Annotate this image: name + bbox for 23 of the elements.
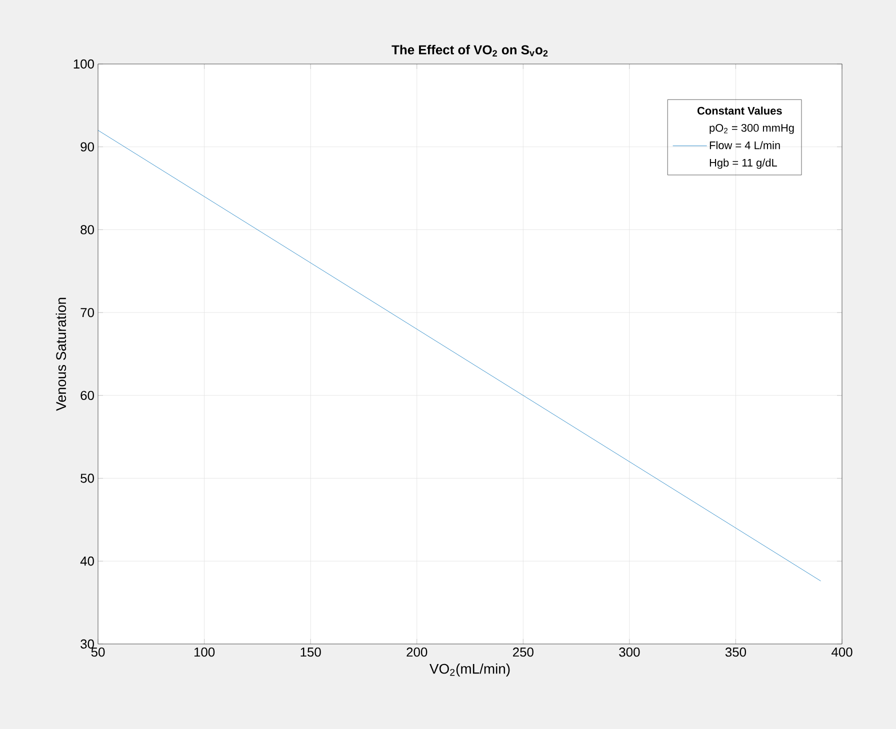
x-axis-title: VO$_{2}$(mL/min) xyxy=(430,664,510,677)
y-tick-label: 70 xyxy=(80,308,94,318)
y-tick-label: 80 xyxy=(80,225,94,234)
x-tick-label: 50 xyxy=(91,648,105,657)
annotation: Hgb = 11 g/dL xyxy=(710,158,777,169)
x-tick-label: 150 xyxy=(300,648,321,657)
y-tick-label: 30 xyxy=(80,639,94,649)
x-tick-label: 100 xyxy=(194,648,215,657)
y-tick-label: 100 xyxy=(74,59,94,69)
x-tick-label: 300 xyxy=(619,648,640,657)
y-tick-label: 60 xyxy=(80,390,94,400)
y-axis-title: Venous Saturation xyxy=(56,298,66,411)
annotation: pO$_{2}$ = 300 mmHg xyxy=(710,124,794,134)
legend-label: Flow = 4 L/min xyxy=(710,141,780,150)
x-tick-label: 250 xyxy=(513,648,534,657)
chart-title: The Effect of VO$_{2}$ on S$_{v}$o$_{2}$ xyxy=(392,44,548,56)
x-tick-label: 400 xyxy=(832,648,852,657)
legend-title: Constant Values xyxy=(697,106,782,115)
y-tick-label: 50 xyxy=(80,474,94,483)
y-tick-label: 90 xyxy=(80,142,94,152)
x-tick-label: 350 xyxy=(725,648,746,657)
y-tick-label: 40 xyxy=(80,556,94,566)
x-tick-label: 200 xyxy=(406,648,428,657)
